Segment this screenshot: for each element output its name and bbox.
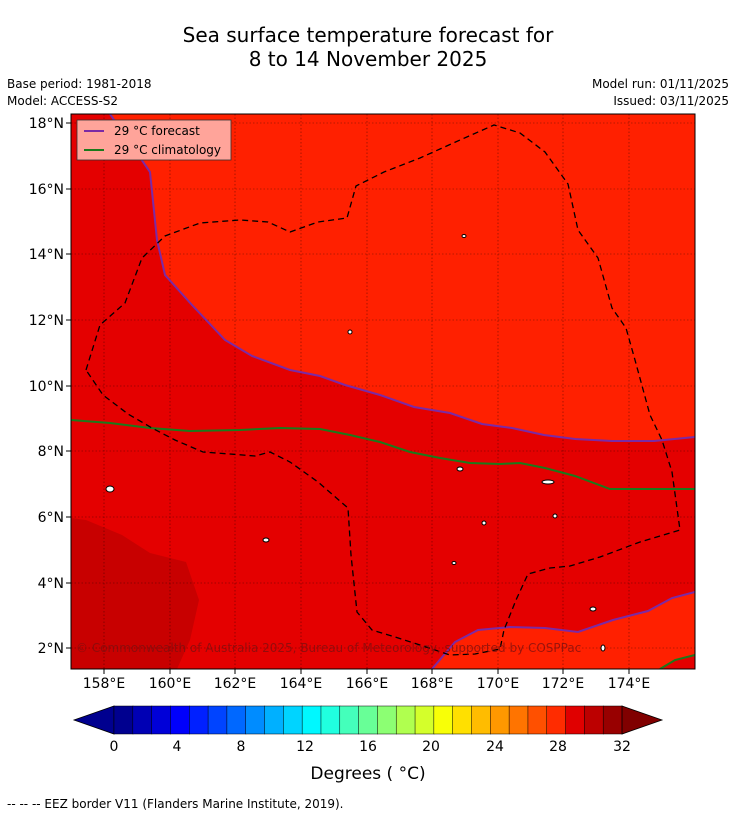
lat-label: 14°N [29,247,64,263]
colorbar-swatch [395,705,416,735]
colorbar-tick-label: 0 [110,739,119,755]
colorbar-swatch [264,705,284,735]
lon-label: 166°E [346,676,389,692]
colorbar-swatch [527,705,548,735]
colorbar-swatch [189,705,209,735]
colorbar-tick-label: 32 [613,739,631,755]
lat-ticks [66,122,71,649]
legend-climatology-label: 29 °C climatology [114,143,221,157]
colorbar-swatch [113,705,134,735]
colorbar-swatch [339,705,360,735]
climatology-29c-contour-south [659,654,695,669]
colorbar-tick-label: 28 [549,739,567,755]
legend: 29 °C forecast 29 °C climatology [76,119,232,161]
lon-ticks [103,669,630,674]
lat-label: 18°N [29,116,64,132]
lat-label: 6°N [38,510,64,526]
colorbar-tick-label: 24 [486,739,504,755]
lon-label: 164°E [280,676,323,692]
colorbar-swatch [358,705,378,735]
sst-field [71,114,695,669]
colorbar-tick-label: 12 [296,739,314,755]
chart-title-line2: 8 to 14 November 2025 [248,47,488,71]
eez-border [85,124,681,656]
model-name: Model: ACCESS-S2 [7,94,119,108]
copyright-watermark: © Commonwealth of Australia 2025, Bureau… [76,641,581,655]
forecast-29c-contour [109,114,695,442]
colorbar-swatch [245,705,266,735]
lat-label: 16°N [29,182,64,198]
colorbar-tick-labels: 0 4 8 12 16 20 24 28 32 [110,739,631,755]
colorbar-tick-label: 16 [359,739,377,755]
forecast-29c-contour-south [431,591,695,669]
lon-label: 162°E [214,676,257,692]
colorbar [72,705,664,735]
lat-labels: 18°N 16°N 14°N 12°N 10°N 8°N 6°N 4°N 2°N [29,116,64,657]
colorbar-swatch [602,705,623,735]
colorbar-swatch [508,705,529,735]
colorbar-swatch [170,705,190,735]
colorbar-swatch [546,705,567,735]
issued-date: Issued: 03/11/2025 [613,94,729,108]
climatology-29c-contour [71,419,695,490]
colorbar-swatch [301,705,322,735]
colorbar-unit-label: Degrees ( °C) [310,764,426,784]
colorbar-swatch [207,705,228,735]
lon-label: 160°E [149,676,192,692]
colorbar-swatch [283,705,303,735]
lon-label: 172°E [542,676,585,692]
lon-labels: 158°E 160°E 162°E 164°E 166°E 168°E 170°… [83,676,651,692]
colorbar-swatch [565,705,585,735]
colorbar-swatch [584,705,604,735]
eez-note: -- -- -- EEZ border V11 (Flanders Marine… [7,797,344,811]
lon-label: 168°E [411,676,454,692]
legend-box [76,119,232,161]
colorbar-under-triangle [72,705,115,735]
colorbar-swatch [377,705,397,735]
chart-title-line1: Sea surface temperature forecast for [182,23,554,47]
model-run: Model run: 01/11/2025 [591,77,729,91]
field-warmer-region [71,114,695,669]
lat-label: 2°N [38,641,64,657]
colorbar-swatch [151,705,171,735]
lat-label: 12°N [29,313,64,329]
colorbar-swatch [320,705,341,735]
lat-label: 8°N [38,444,64,460]
colorbar-swatch [414,705,435,735]
colorbar-swatch [490,705,510,735]
legend-forecast-label: 29 °C forecast [114,124,200,138]
colorbar-tick-label: 20 [422,739,440,755]
field-warmest-region [71,518,199,669]
lon-label: 174°E [608,676,651,692]
lon-label: 170°E [477,676,520,692]
field-warm-corner [660,655,695,669]
grid-lines [71,114,695,669]
base-period: Base period: 1981-2018 [7,77,152,91]
colorbar-swatch [471,705,491,735]
colorbar-swatch [452,705,473,735]
colorbar-tick-label: 4 [173,739,182,755]
lon-label: 158°E [83,676,126,692]
map-frame [70,113,696,670]
colorbar-over-triangle [621,705,664,735]
colorbar-swatch [433,705,454,735]
colorbar-swatch [132,705,153,735]
lat-label: 10°N [29,379,64,395]
islands [105,234,606,652]
colorbar-swatch [226,705,247,735]
colorbar-tick-label: 8 [237,739,246,755]
lat-label: 4°N [38,576,64,592]
